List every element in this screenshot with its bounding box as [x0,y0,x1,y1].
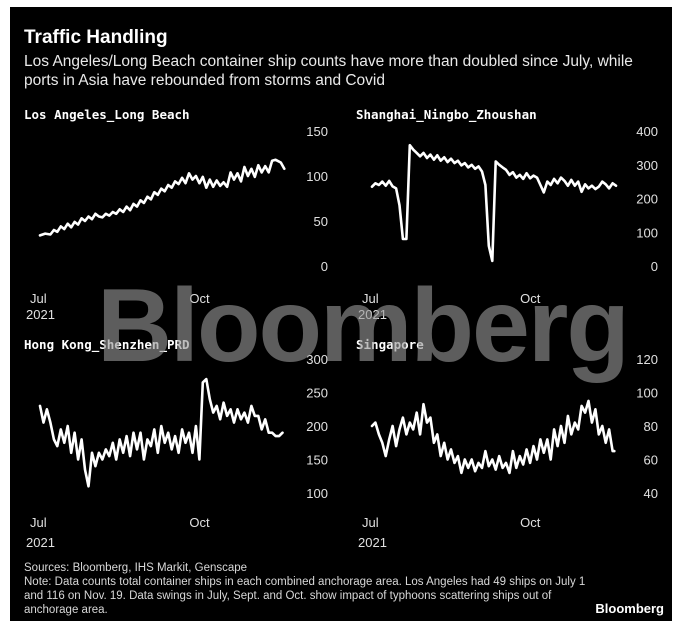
x-tick-label: Jul [30,291,47,306]
y-tick-label: 100 [636,386,658,401]
x-tick-label: Jul [362,515,379,530]
series-line [370,143,618,263]
figure-subtitle: Los Angeles/Long Beach container ship co… [24,53,633,89]
y-tick-label: 0 [651,259,658,274]
y-tick-label: 100 [306,486,328,501]
y-tick-label: 200 [636,192,658,207]
y-tick-label: 40 [644,486,658,501]
chart-title: Hong Kong_Shenzhen_PRD [24,337,190,353]
x-tick-label: Jul [362,291,379,306]
chart-3: Hong Kong_Shenzhen_PRD 100 150 200 250 300 Jul… [24,337,328,550]
figure-title: Traffic Handling [24,27,168,48]
y-tick-label: 60 [644,453,658,468]
y-tick-label: 120 [636,352,658,367]
x-tick-year-label: 2021 [26,535,55,550]
x-tick-label: Oct [189,515,210,530]
y-tick-label: 400 [636,124,658,139]
y-tick-label: 300 [636,158,658,173]
footer: Sources: Bloomberg, IHS Markit, Genscape… [24,561,604,617]
series-line [370,399,616,475]
y-tick-label: 150 [306,124,328,139]
series-line [38,158,286,237]
chart-4: Singapore 40 60 80 100 120 Jul 2021 Oct [356,337,658,550]
y-tick-label: 100 [636,225,658,240]
footer-note: Note: Data counts total container ships … [24,576,586,616]
y-tick-label: 300 [306,352,328,367]
chart-title: Singapore [356,337,424,352]
y-tick-label: 100 [306,169,328,184]
y-tick-label: 80 [644,419,658,434]
y-tick-label: 0 [321,259,328,274]
y-tick-label: 50 [314,214,328,229]
charts-svg: Los Angeles_Long Beach050100150Jul2021Oc… [24,107,658,550]
y-tick-label: 250 [306,386,328,401]
series-line [38,377,284,488]
chart-title: Shanghai_Ningbo_Zhoushan [356,107,537,123]
x-tick-year-label: 2021 [358,307,387,322]
x-tick-label: Oct [189,291,210,306]
y-tick-label: 150 [306,453,328,468]
chart-title: Los Angeles_Long Beach [24,107,190,123]
x-tick-label: Oct [520,515,541,530]
x-tick-label: Jul [30,515,47,530]
x-tick-year-label: 2021 [26,307,55,322]
chart-panel: Traffic Handling Los Angeles/Long Beach … [10,7,672,621]
bloomberg-logo: Bloomberg [595,601,664,616]
y-tick-label: 200 [306,419,328,434]
x-tick-year-label: 2021 [358,535,387,550]
x-tick-label: Oct [520,291,541,306]
chart-2: Shanghai_Ningbo_Zhoushan 0 100 200 300 400 Jul… [356,107,658,322]
footer-sources: Sources: Bloomberg, IHS Markit, Genscape [24,562,248,574]
